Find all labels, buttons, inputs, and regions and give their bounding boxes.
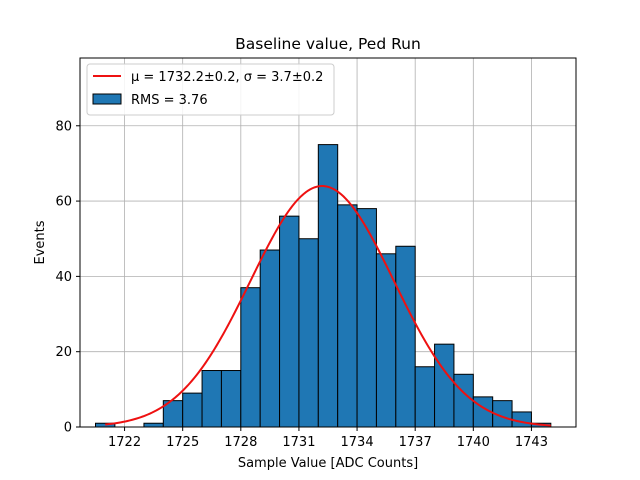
- chart-title: Baseline value, Ped Run: [235, 35, 421, 53]
- y-tick-label: 0: [64, 421, 72, 436]
- y-axis-ticks: 0 20 40 60 80: [55, 119, 80, 436]
- histogram-bar: [279, 215, 300, 428]
- histogram-bar: [259, 249, 281, 428]
- x-axis-label: Sample Value [ADC Counts]: [238, 456, 418, 471]
- histogram-bar: [298, 238, 319, 428]
- histogram-bar: [240, 287, 261, 428]
- y-tick-label: 20: [55, 345, 72, 360]
- histogram-bar: [337, 204, 358, 428]
- plot-frame: [79, 57, 577, 428]
- legend-fit-label: μ = 1732.2±0.2, σ = 3.7±0.2: [131, 70, 323, 85]
- legend-bar-swatch: [92, 93, 122, 105]
- x-axis-ticks: 1722 1725 1728 1731 1734 1737 1740 1743: [108, 427, 548, 450]
- legend-box: [86, 63, 335, 116]
- x-tick-label: 1731: [282, 435, 315, 450]
- y-tick-label: 60: [55, 195, 72, 210]
- x-tick-label: 1737: [399, 435, 432, 450]
- y-axis-label: Events: [33, 220, 48, 264]
- histogram-bars: [95, 144, 552, 428]
- histogram-bar: [511, 411, 532, 428]
- x-tick-label: 1743: [515, 435, 548, 450]
- histogram-bar: [414, 366, 436, 428]
- histogram-bar: [453, 373, 474, 428]
- y-tick-label: 80: [55, 119, 72, 134]
- y-tick-label: 40: [55, 270, 72, 285]
- legend: μ = 1732.2±0.2, σ = 3.7±0.2 RMS = 3.76: [86, 63, 335, 116]
- histogram-bar: [143, 422, 164, 428]
- histogram-bar: [182, 392, 203, 428]
- x-tick-label: 1722: [108, 435, 141, 450]
- histogram-bar: [201, 370, 222, 428]
- x-tick-label: 1734: [341, 435, 374, 450]
- legend-rms-label: RMS = 3.76: [131, 93, 208, 108]
- x-tick-label: 1728: [224, 435, 257, 450]
- x-tick-label: 1725: [166, 435, 199, 450]
- histogram-bar: [434, 343, 455, 428]
- gaussian-fit-curve: [105, 185, 551, 427]
- histogram-bar: [395, 245, 416, 428]
- histogram-bar: [220, 370, 242, 428]
- x-tick-label: 1740: [457, 435, 490, 450]
